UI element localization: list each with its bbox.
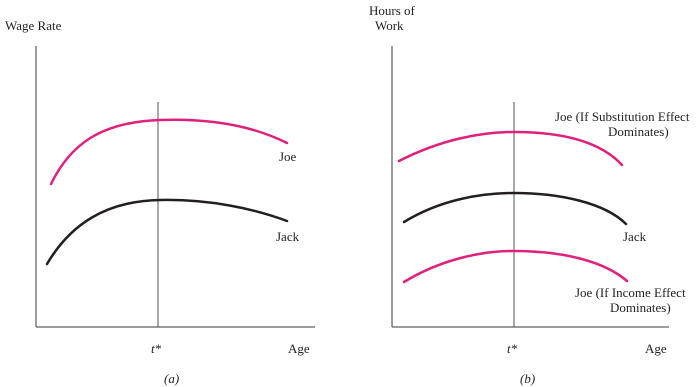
panel-b-y-axis-label: Hours of Work xyxy=(369,3,418,33)
panel-b-joe-income-curve xyxy=(402,249,629,284)
panel-b-joe-income-label: Joe (If Income Effect Dominates) xyxy=(575,285,689,315)
panel-b-joe-substitution-label-line1: Joe (If Substitution Effect xyxy=(555,109,690,124)
panel-b-joe-income-label-line1: Joe (If Income Effect xyxy=(575,285,686,300)
panel-a-jack-curve xyxy=(45,198,289,266)
panel-a: Wage Rate Age t* (a) Joe Jack xyxy=(5,18,315,386)
panel-b-joe-substitution-label: Joe (If Substitution Effect Dominates) xyxy=(555,109,693,139)
panel-b-jack-curve xyxy=(402,191,628,226)
panel-b-y-axis-label-line1: Hours of xyxy=(369,3,416,18)
panel-b-jack-label: Jack xyxy=(623,229,647,244)
panel-b-joe-substitution-label-line2: Dominates) xyxy=(608,124,669,139)
panel-a-jack-label: Jack xyxy=(276,229,300,244)
panel-b-joe-substitution-curve xyxy=(397,130,624,167)
panel-b-joe-income-label-line2: Dominates) xyxy=(610,300,671,315)
panel-a-joe-label: Joe xyxy=(279,149,297,164)
panel-b-caption: (b) xyxy=(520,371,535,386)
panel-b-y-axis-label-line2: Work xyxy=(375,18,404,33)
panel-a-y-axis-label: Wage Rate xyxy=(5,18,62,33)
panel-a-t-star-label: t* xyxy=(151,341,162,356)
panel-b-x-axis-label: Age xyxy=(645,341,667,356)
panel-a-x-axis-label: Age xyxy=(288,341,310,356)
panel-a-caption: (a) xyxy=(164,371,179,386)
panel-b: Hours of Work Age t* (b) Joe (If Substit… xyxy=(369,3,693,386)
panel-b-t-star-label: t* xyxy=(507,341,518,356)
panel-a-joe-curve xyxy=(49,118,289,186)
